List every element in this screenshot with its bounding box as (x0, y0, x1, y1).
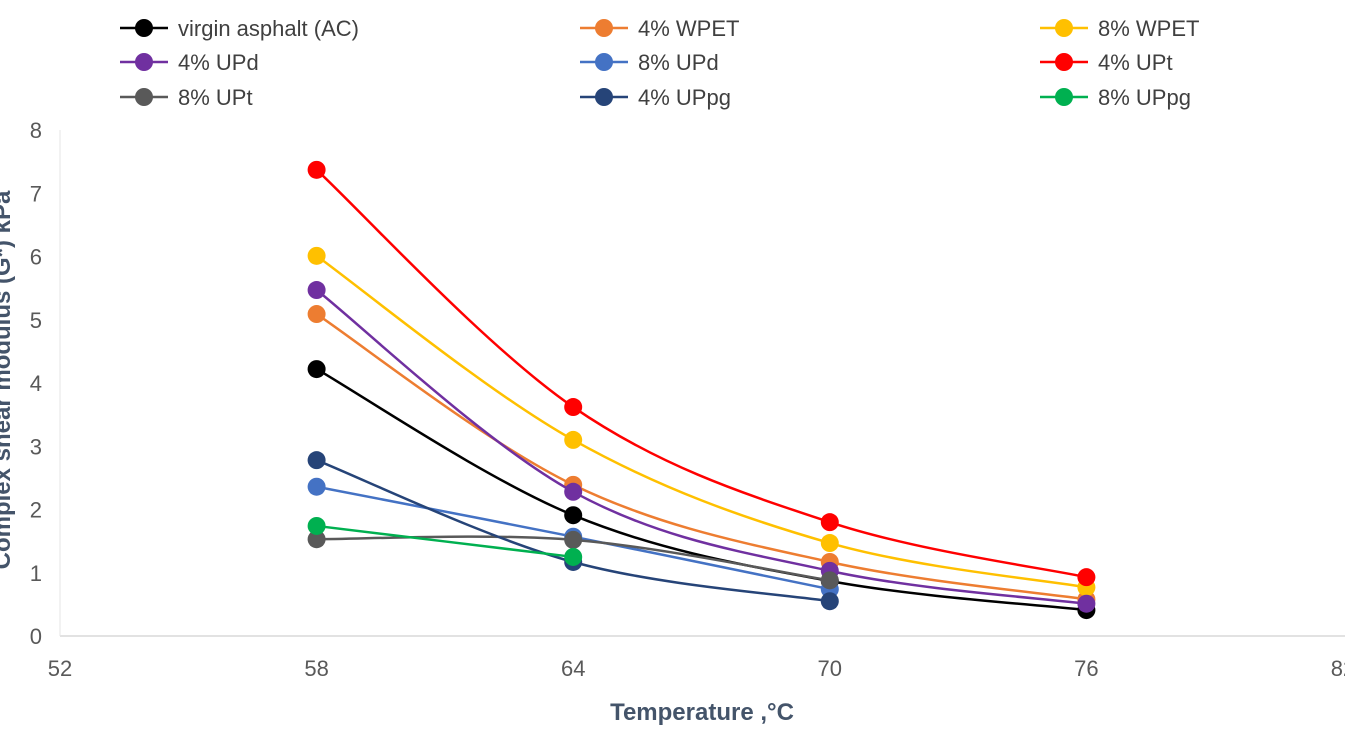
data-point (1077, 568, 1096, 587)
series-virgin-asphalt-ac- (307, 360, 1096, 620)
series-8-uppg (307, 516, 583, 566)
series-line (315, 254, 1087, 589)
series-line (315, 313, 1087, 601)
x-tick-label: 82 (1331, 656, 1345, 681)
legend-label: 8% UPpg (1098, 85, 1191, 110)
data-point (820, 571, 839, 590)
y-tick-label: 7 (30, 181, 42, 206)
legend-marker (1055, 19, 1073, 37)
legend-marker (595, 88, 613, 106)
data-point (820, 592, 839, 611)
x-tick-labels: 52 58 64 70 76 82 (48, 656, 1345, 681)
data-point (564, 506, 583, 525)
x-axis-title: Temperature ,°C (610, 699, 794, 726)
legend-marker (135, 88, 153, 106)
data-point (564, 398, 583, 417)
y-tick-label: 8 (30, 118, 42, 143)
data-point (820, 534, 839, 553)
legend-item: 4% UPpg (580, 85, 731, 110)
x-tick-label: 76 (1074, 656, 1098, 681)
legend-item: 8% UPpg (1040, 85, 1191, 110)
legend-item: virgin asphalt (AC) (120, 16, 359, 41)
data-point (307, 305, 326, 324)
series-line (315, 289, 1087, 605)
data-point (564, 530, 583, 549)
legend-item: 8% UPt (120, 85, 253, 110)
legend-label: 4% UPd (178, 50, 259, 75)
legend-item: 4% UPd (120, 50, 259, 75)
legend-label: 4% UPt (1098, 50, 1173, 75)
legend-label: 8% UPt (178, 85, 253, 110)
legend-label: 8% UPd (638, 50, 719, 75)
y-tick-label: 5 (30, 308, 42, 333)
y-tick-label: 2 (30, 498, 42, 523)
legend-item: 4% UPt (1040, 50, 1173, 75)
data-point (564, 430, 583, 449)
data-point (307, 360, 326, 379)
series-line (316, 524, 574, 559)
data-point (307, 160, 326, 179)
data-point (1077, 594, 1096, 613)
legend: virgin asphalt (AC) 4% WPET 8% WPET 4% UPd 8… (120, 16, 1199, 110)
legend-item: 8% UPd (580, 50, 719, 75)
y-axis-title: Complex shear modulus (G*) kPa (0, 190, 16, 569)
data-point (307, 530, 326, 549)
legend-item: 4% WPET (580, 16, 739, 41)
data-point (820, 513, 839, 532)
y-tick-labels: 0 1 2 3 4 5 6 7 8 (30, 118, 42, 649)
data-point (307, 477, 326, 496)
legend-marker (1055, 53, 1073, 71)
legend-item: 8% WPET (1040, 16, 1199, 41)
legend-label: virgin asphalt (AC) (178, 16, 359, 41)
data-point (307, 451, 326, 470)
legend-label: 4% UPpg (638, 85, 731, 110)
data-point (307, 516, 326, 535)
legend-label: 8% WPET (1098, 16, 1199, 41)
y-tick-label: 6 (30, 245, 42, 270)
y-tick-label: 0 (30, 624, 42, 649)
data-point (564, 547, 583, 566)
legend-marker (135, 53, 153, 71)
series-line (315, 367, 1087, 612)
series-8-wpet (307, 246, 1096, 597)
y-tick-label: 3 (30, 434, 42, 459)
x-tick-label: 70 (818, 656, 842, 681)
series-8-upt (307, 530, 839, 590)
series-4-upt (307, 160, 1096, 587)
x-tick-label: 52 (48, 656, 72, 681)
data-point (307, 246, 326, 265)
data-point (564, 482, 583, 501)
x-tick-label: 64 (561, 656, 585, 681)
series-line (315, 168, 1087, 579)
legend-marker (135, 19, 153, 37)
data-point (307, 281, 326, 300)
legend-marker (595, 53, 613, 71)
y-tick-label: 1 (30, 561, 42, 586)
x-tick-label: 58 (304, 656, 328, 681)
series-group (307, 160, 1096, 620)
legend-marker (595, 19, 613, 37)
y-tick-label: 4 (30, 371, 42, 396)
legend-label: 4% WPET (638, 16, 739, 41)
legend-marker (1055, 88, 1073, 106)
